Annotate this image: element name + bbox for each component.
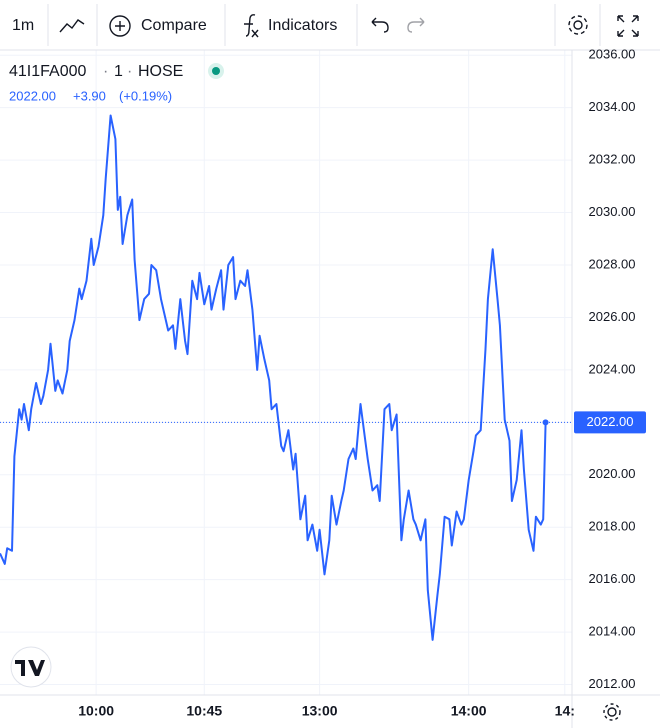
fullscreen-button[interactable] xyxy=(617,15,639,37)
plot xyxy=(0,114,572,641)
indicators-label[interactable]: Indicators xyxy=(268,17,337,34)
price-line xyxy=(0,114,547,641)
settings-button[interactable] xyxy=(568,15,588,35)
last-price: 2022.00 xyxy=(9,88,56,103)
price-tag-label: 2022.00 xyxy=(587,414,634,429)
legend: 41I1FA000 · 1 · HOSE 2022.00 +3.90 (+0.1… xyxy=(9,63,224,103)
y-tick-label: 2026.00 xyxy=(589,309,636,324)
y-tick-label: 2032.00 xyxy=(589,152,636,167)
indicators-button[interactable]: Indicators xyxy=(244,14,337,38)
change: +3.90 xyxy=(73,88,106,103)
exchange: HOSE xyxy=(138,63,183,80)
y-tick-label: 2016.00 xyxy=(589,571,636,586)
y-tick-label: 2036.00 xyxy=(589,47,636,62)
compare-label[interactable]: Compare xyxy=(141,17,207,34)
time-axis-settings[interactable] xyxy=(603,703,621,721)
chart-style-button[interactable] xyxy=(59,19,85,33)
x-tick-label: 10:45 xyxy=(186,703,222,719)
change-percent: (+0.19%) xyxy=(119,88,172,103)
redo-button[interactable] xyxy=(407,17,425,33)
market-status xyxy=(212,67,220,75)
last-point xyxy=(542,419,549,426)
y-tick-label: 2014.00 xyxy=(589,624,636,639)
y-tick-label: 2012.00 xyxy=(589,676,636,691)
interval-button[interactable]: 1m xyxy=(12,17,34,34)
y-tick-label: 2024.00 xyxy=(589,361,636,376)
x-tick-label: 10:00 xyxy=(78,703,114,719)
y-tick-label: 2028.00 xyxy=(589,256,636,271)
separator-dot: · xyxy=(127,63,132,80)
x-tick-label: 13:00 xyxy=(302,703,338,719)
compare-button[interactable]: Compare xyxy=(109,15,207,37)
undo-button[interactable] xyxy=(371,17,389,33)
toolbar: 1m Compare Indicators xyxy=(0,4,660,51)
symbol: 41I1FA000 xyxy=(9,63,87,80)
tradingview-logo[interactable] xyxy=(10,646,52,688)
grid xyxy=(0,50,572,695)
x-tick-label: 14:00 xyxy=(451,703,487,719)
separator-dot: · xyxy=(103,63,108,80)
y-tick-label: 2034.00 xyxy=(589,99,636,114)
price-tag xyxy=(574,411,646,434)
y-tick-label: 2020.00 xyxy=(589,466,636,481)
x-tick-label: 14: xyxy=(555,703,575,719)
y-tick-label: 2030.00 xyxy=(589,204,636,219)
y-tick-label: 2018.00 xyxy=(589,519,636,534)
interval: 1 xyxy=(114,63,123,80)
